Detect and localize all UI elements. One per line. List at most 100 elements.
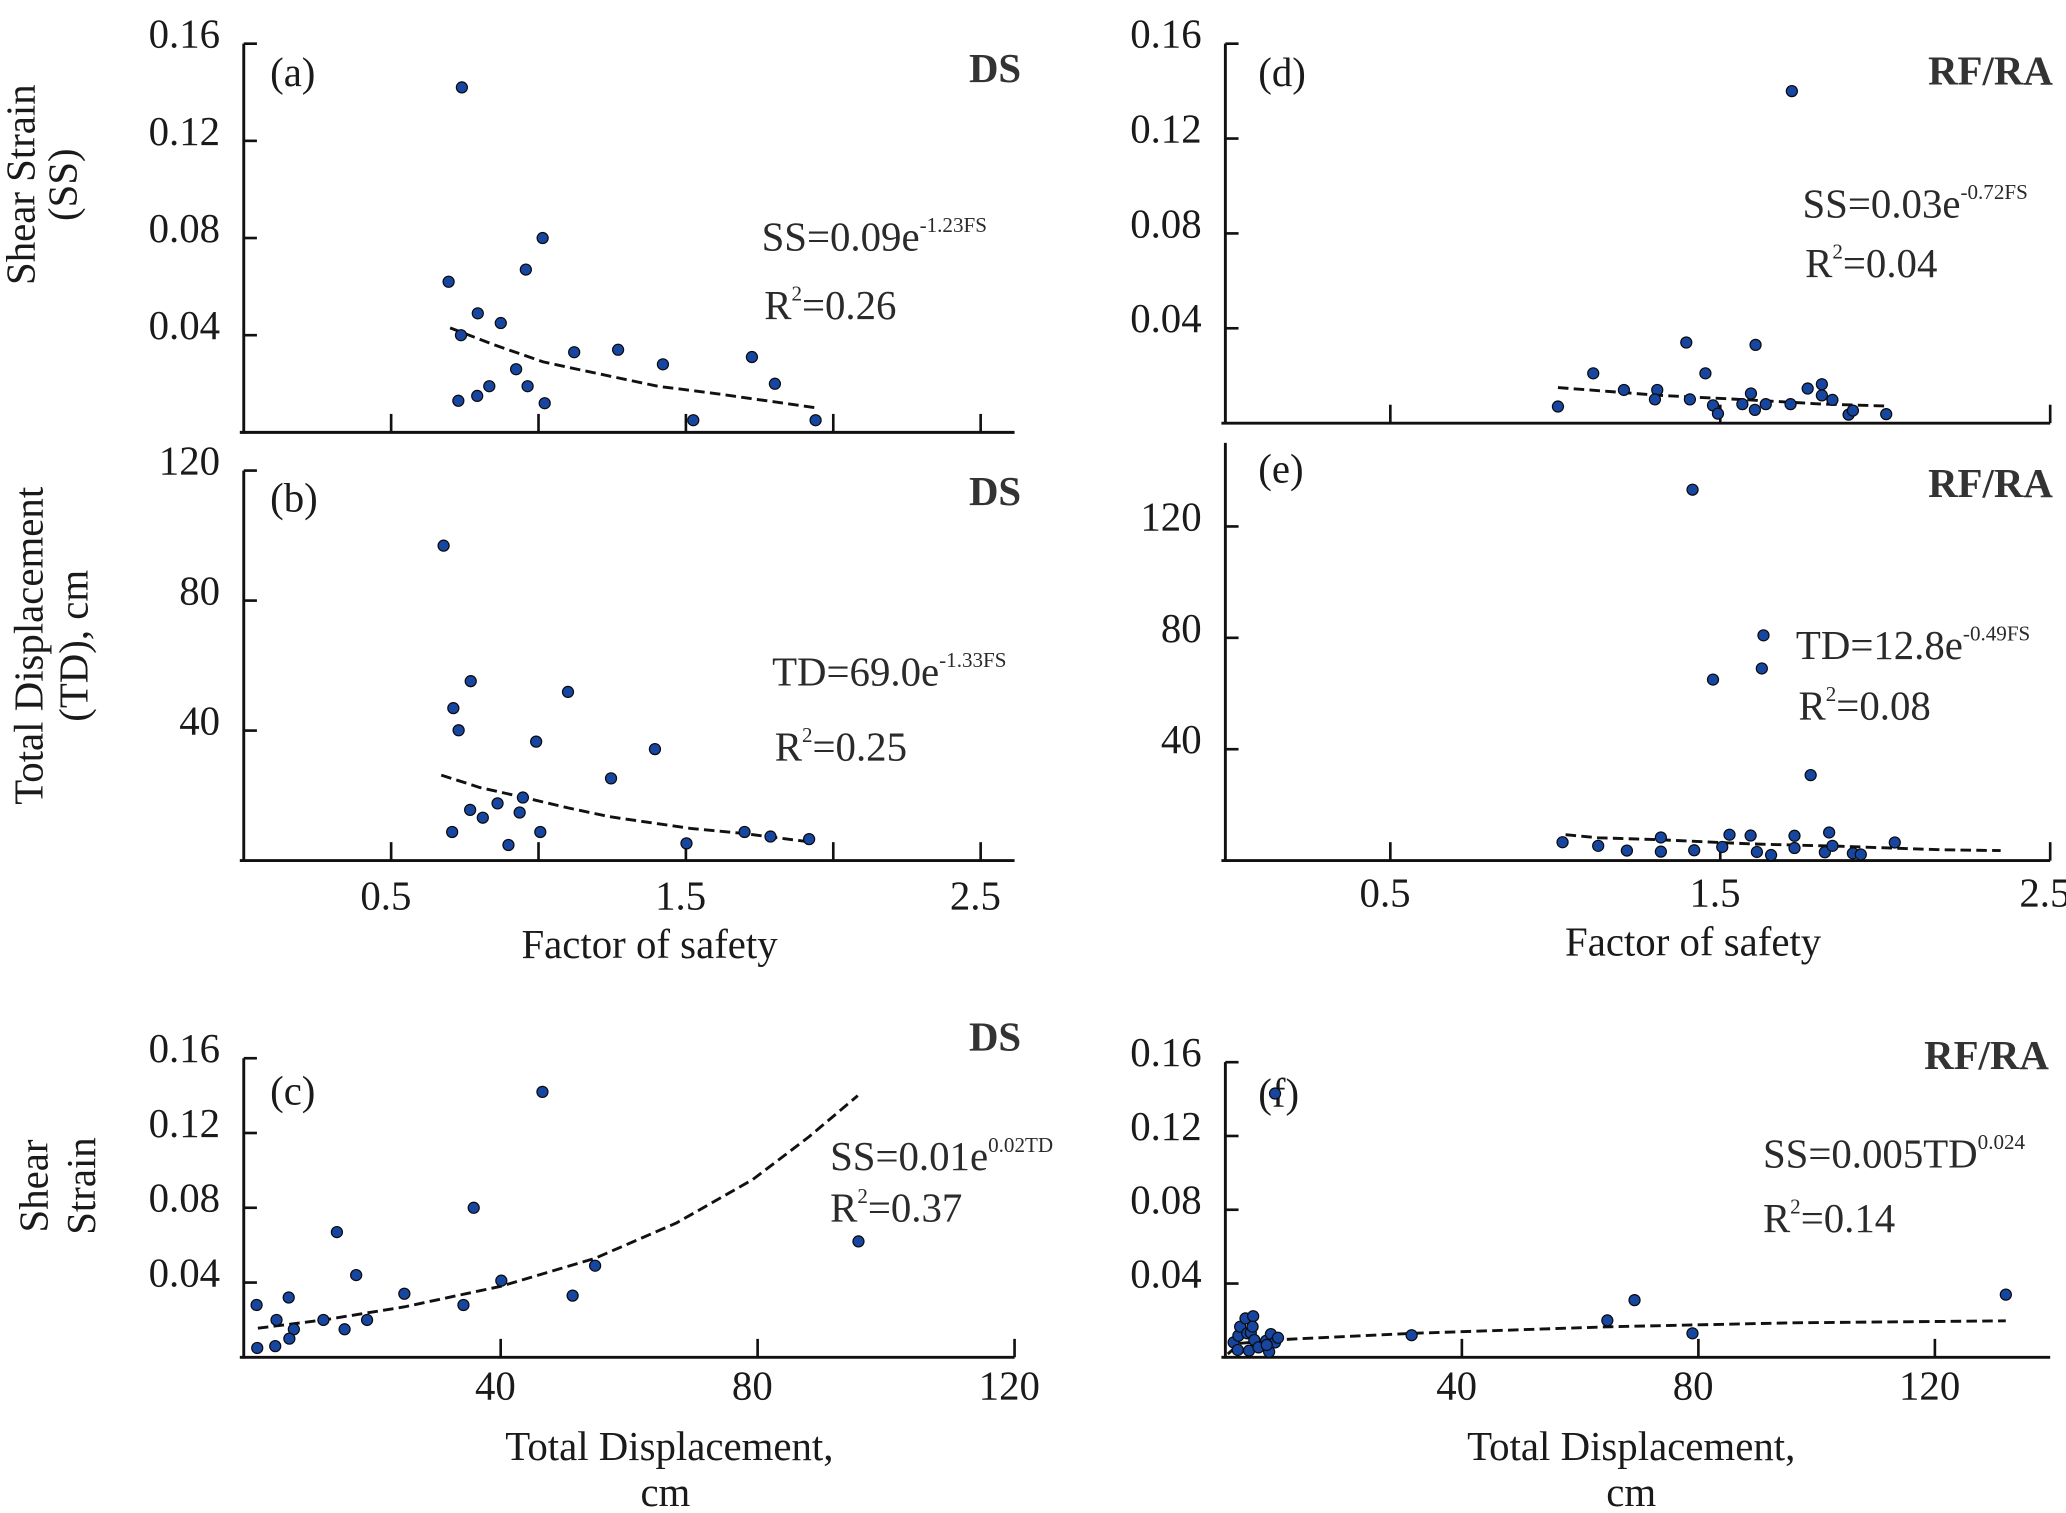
- group-label: DS: [969, 1014, 1021, 1059]
- y-axis-title: Shear Strain: [0, 84, 44, 285]
- trend-line: [1565, 833, 2001, 853]
- y-tick-label: 0.08: [1130, 201, 1201, 246]
- r-squared-power: 2: [802, 723, 813, 747]
- data-point: [1736, 398, 1749, 411]
- data-point: [464, 675, 477, 688]
- r-squared-value: =0.08: [1836, 684, 1930, 729]
- data-point: [455, 81, 469, 94]
- regression-equation: SS=0.03e-0.72FS: [1802, 180, 2027, 226]
- data-point: [1764, 848, 1778, 862]
- x-tick-label: 120: [979, 1363, 1040, 1408]
- y-axis-title: Strain: [59, 1137, 104, 1235]
- data-point: [1788, 829, 1801, 842]
- y-tick-label: 0.08: [1130, 1178, 1201, 1223]
- data-point: [1405, 1329, 1418, 1342]
- regression-equation: SS=0.01e0.02TD: [830, 1133, 1053, 1179]
- y-tick-label: 0.04: [1130, 296, 1201, 341]
- data-point: [561, 685, 575, 699]
- data-point: [1628, 1294, 1641, 1307]
- data-point: [446, 825, 459, 839]
- data-point: [764, 830, 777, 843]
- data-point: [1723, 828, 1736, 841]
- data-point: [457, 1298, 470, 1312]
- equation-exponent: -1.33FS: [939, 648, 1006, 672]
- panel-label: (a): [270, 50, 315, 95]
- data-point: [1551, 400, 1565, 413]
- data-point: [1617, 383, 1631, 397]
- data-point: [494, 316, 507, 330]
- data-point: [251, 1341, 264, 1355]
- equation-exponent: 0.02TD: [988, 1133, 1053, 1157]
- r-squared-power: 2: [1826, 682, 1837, 706]
- data-point: [282, 1291, 295, 1304]
- data-point: [1686, 483, 1699, 496]
- panel-label: (b): [270, 475, 318, 520]
- x-tick-label: 80: [1673, 1363, 1714, 1408]
- group-label: DS: [969, 469, 1021, 514]
- data-point: [1788, 841, 1801, 855]
- trend-line: [440, 773, 809, 844]
- data-point: [516, 791, 530, 804]
- data-point: [1749, 338, 1762, 352]
- x-tick-label: 0.5: [360, 873, 411, 918]
- data-point: [538, 397, 551, 410]
- data-point: [471, 389, 484, 403]
- data-point: [269, 1339, 282, 1353]
- data-point: [1654, 831, 1668, 844]
- group-label: DS: [969, 46, 1021, 91]
- data-point: [491, 797, 504, 810]
- equation-text: SS=0.01e: [830, 1134, 988, 1179]
- data-point: [680, 837, 693, 850]
- data-point: [1757, 629, 1770, 642]
- data-point: [1699, 367, 1712, 380]
- data-point: [452, 394, 465, 407]
- data-point: [1744, 387, 1758, 400]
- r-squared: R2=0.25: [775, 723, 907, 769]
- trend-line: [1226, 1319, 2006, 1356]
- group-label: RF/RA: [1924, 1033, 2049, 1078]
- data-point: [1711, 407, 1725, 420]
- data-point: [1680, 336, 1693, 349]
- data-point: [1688, 844, 1701, 857]
- data-point: [1683, 393, 1697, 406]
- y-axis-title: Shear: [12, 1139, 57, 1232]
- data-point: [467, 1201, 480, 1214]
- r-squared-power: 2: [791, 282, 802, 306]
- y-tick-label: 0.08: [149, 1176, 220, 1221]
- y-tick-label: 0.16: [149, 1026, 220, 1071]
- data-point: [521, 380, 534, 393]
- data-point: [483, 380, 496, 393]
- data-point: [509, 363, 523, 376]
- r-squared-power: 2: [1790, 1195, 1801, 1219]
- data-point: [471, 307, 484, 320]
- r-squared-symbol: R: [1799, 684, 1827, 729]
- r-squared-symbol: R: [830, 1186, 858, 1231]
- r-squared-value: =0.14: [1801, 1196, 1895, 1241]
- y-tick-label: 0.04: [1130, 1251, 1201, 1296]
- y-tick-label: 0.16: [149, 12, 220, 57]
- x-axis-title: Factor of safety: [1565, 919, 1822, 964]
- data-point: [809, 414, 822, 427]
- y-axis-title: Total Displacement: [6, 486, 51, 805]
- data-point: [1784, 398, 1797, 411]
- data-point: [568, 346, 581, 359]
- data-point: [1231, 1343, 1244, 1357]
- data-point: [250, 1298, 263, 1312]
- panel-f: 0.04 0.08 0.12 0.16 40 80 120 Total Displacemen…: [1130, 1030, 2051, 1513]
- group-label: RF/RA: [1928, 49, 2053, 94]
- data-point: [1999, 1288, 2012, 1301]
- x-tick-label: 2.5: [950, 873, 1001, 918]
- x-tick-label: 0.5: [1360, 871, 1411, 916]
- data-point: [1271, 1331, 1285, 1344]
- x-axis-title: cm: [640, 1470, 690, 1513]
- data-point: [1246, 1320, 1259, 1333]
- r-squared-value: =0.26: [802, 283, 896, 328]
- data-point: [1854, 848, 1867, 861]
- y-tick-label: 80: [179, 569, 220, 614]
- data-point: [1716, 840, 1729, 854]
- panel-e: 40 80 120 0.5 1.5 2.5 Factor of safety (e) RF/RA…: [1140, 442, 2066, 964]
- y-tick-label: 40: [1161, 717, 1202, 762]
- data-point: [476, 811, 489, 824]
- y-tick-label: 0.04: [149, 303, 220, 348]
- r-squared: R2=0.14: [1763, 1195, 1895, 1241]
